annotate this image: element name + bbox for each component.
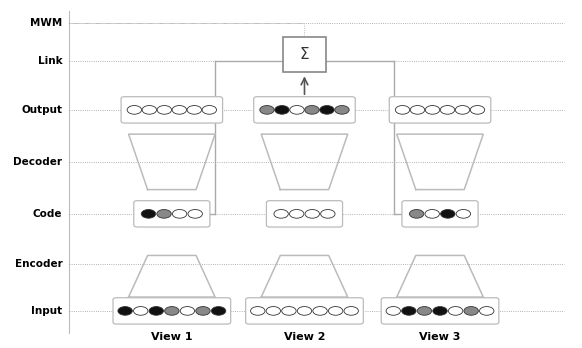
Circle shape <box>464 307 478 315</box>
FancyBboxPatch shape <box>389 97 491 123</box>
Circle shape <box>441 209 455 218</box>
Circle shape <box>266 307 281 315</box>
Circle shape <box>321 209 335 218</box>
Text: View 1: View 1 <box>151 332 193 342</box>
Circle shape <box>470 105 485 114</box>
FancyBboxPatch shape <box>134 201 210 227</box>
Circle shape <box>290 105 304 114</box>
Circle shape <box>417 307 432 315</box>
FancyBboxPatch shape <box>402 201 478 227</box>
FancyBboxPatch shape <box>283 37 327 72</box>
Circle shape <box>260 105 274 114</box>
Circle shape <box>157 209 171 218</box>
Circle shape <box>196 307 210 315</box>
Text: View 3: View 3 <box>419 332 461 342</box>
Circle shape <box>313 307 327 315</box>
Text: $\Sigma$: $\Sigma$ <box>299 46 310 62</box>
Circle shape <box>282 307 296 315</box>
Circle shape <box>480 307 494 315</box>
Circle shape <box>118 307 132 315</box>
Circle shape <box>456 209 471 218</box>
Circle shape <box>289 209 304 218</box>
Circle shape <box>448 307 463 315</box>
Circle shape <box>188 209 203 218</box>
Circle shape <box>251 307 265 315</box>
Text: Input: Input <box>31 306 62 316</box>
FancyBboxPatch shape <box>246 298 363 324</box>
Circle shape <box>425 105 440 114</box>
Circle shape <box>275 105 289 114</box>
Circle shape <box>320 105 334 114</box>
FancyBboxPatch shape <box>254 97 355 123</box>
FancyBboxPatch shape <box>381 298 499 324</box>
Circle shape <box>402 307 416 315</box>
Circle shape <box>172 209 187 218</box>
Text: MWM: MWM <box>30 18 62 28</box>
Circle shape <box>211 307 226 315</box>
Circle shape <box>187 105 201 114</box>
Circle shape <box>141 209 156 218</box>
FancyBboxPatch shape <box>113 298 230 324</box>
Circle shape <box>133 307 148 315</box>
Text: Link: Link <box>38 56 62 66</box>
Circle shape <box>335 105 349 114</box>
Circle shape <box>157 105 172 114</box>
Circle shape <box>165 307 179 315</box>
Circle shape <box>149 307 164 315</box>
Circle shape <box>202 105 217 114</box>
Text: Code: Code <box>33 209 62 219</box>
FancyBboxPatch shape <box>267 201 343 227</box>
Circle shape <box>455 105 470 114</box>
Circle shape <box>127 105 141 114</box>
Circle shape <box>297 307 312 315</box>
Circle shape <box>395 105 410 114</box>
Circle shape <box>328 307 343 315</box>
Circle shape <box>441 105 455 114</box>
Circle shape <box>344 307 359 315</box>
Circle shape <box>305 209 320 218</box>
Circle shape <box>172 105 187 114</box>
Circle shape <box>433 307 447 315</box>
Circle shape <box>142 105 157 114</box>
Text: Encoder: Encoder <box>15 259 62 269</box>
Text: Output: Output <box>22 105 62 115</box>
Text: Decoder: Decoder <box>13 157 62 167</box>
Circle shape <box>410 209 424 218</box>
Circle shape <box>274 209 288 218</box>
Circle shape <box>425 209 439 218</box>
Circle shape <box>305 105 319 114</box>
Circle shape <box>386 307 400 315</box>
Text: View 2: View 2 <box>284 332 325 342</box>
FancyBboxPatch shape <box>121 97 222 123</box>
Circle shape <box>180 307 194 315</box>
Circle shape <box>410 105 425 114</box>
